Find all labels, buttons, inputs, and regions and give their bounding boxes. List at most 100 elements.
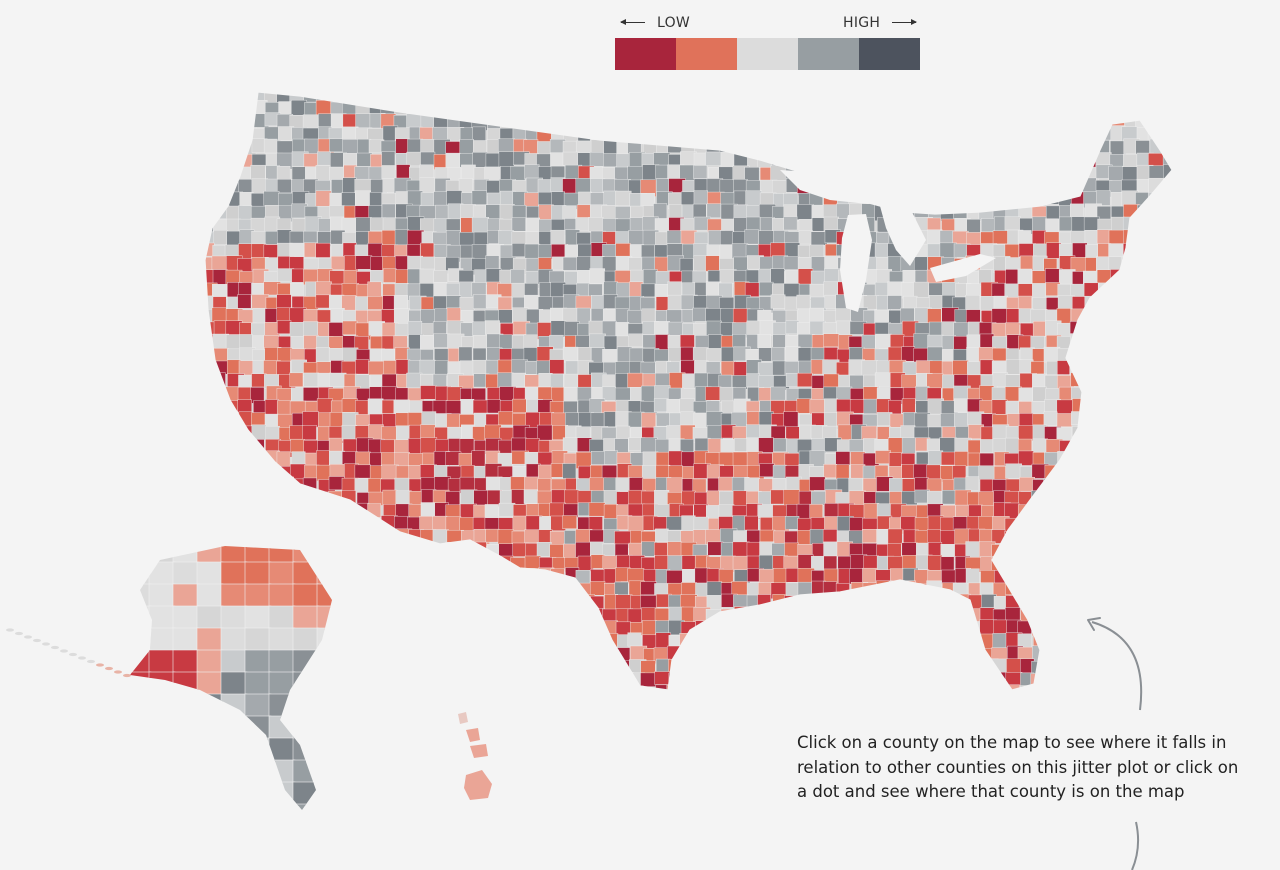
county-cell[interactable] xyxy=(978,180,995,195)
county-cell[interactable] xyxy=(382,541,400,558)
county-cell[interactable] xyxy=(393,569,409,586)
county-cell[interactable] xyxy=(499,582,517,599)
county-cell[interactable] xyxy=(720,647,737,665)
county-cell[interactable] xyxy=(238,439,254,457)
county-cell[interactable] xyxy=(770,294,786,309)
county-cell[interactable] xyxy=(1083,412,1100,429)
county-cell[interactable] xyxy=(277,476,294,491)
county-cell[interactable] xyxy=(1176,101,1190,118)
county-cell[interactable] xyxy=(537,620,555,636)
county-cell[interactable] xyxy=(1109,569,1126,586)
county-cell[interactable] xyxy=(901,672,919,687)
county-cell[interactable] xyxy=(563,596,577,613)
county-cell[interactable] xyxy=(1123,464,1137,483)
county-cell[interactable] xyxy=(824,138,840,156)
county-cell[interactable] xyxy=(1176,556,1191,570)
county-cell[interactable] xyxy=(939,165,957,180)
county-cell[interactable] xyxy=(367,632,385,648)
county-cell[interactable] xyxy=(1135,685,1152,702)
county-cell[interactable] xyxy=(783,216,798,231)
county-cell[interactable] xyxy=(640,672,657,688)
county-cell[interactable] xyxy=(1136,450,1153,467)
county-cell[interactable] xyxy=(394,283,409,298)
county-cell[interactable] xyxy=(409,671,424,687)
county-cell[interactable] xyxy=(1176,256,1193,270)
county-cell[interactable] xyxy=(525,322,540,337)
county-cell[interactable] xyxy=(941,101,957,117)
county-cell[interactable] xyxy=(460,399,475,415)
county-cell[interactable] xyxy=(1147,503,1165,520)
county-cell[interactable] xyxy=(434,671,452,690)
county-cell[interactable] xyxy=(304,502,321,517)
county-cell[interactable] xyxy=(406,645,423,663)
county-cell[interactable] xyxy=(835,153,852,168)
county-cell[interactable] xyxy=(616,282,631,300)
county-cell[interactable] xyxy=(200,164,216,179)
county-cell[interactable] xyxy=(1135,283,1150,301)
county-cell[interactable] xyxy=(1176,518,1191,535)
county-cell[interactable] xyxy=(939,87,956,102)
county-cell[interactable] xyxy=(771,347,785,362)
county-cell[interactable] xyxy=(706,112,723,127)
county-cell[interactable] xyxy=(1018,153,1034,168)
county-cell[interactable] xyxy=(799,139,816,154)
county-cell[interactable] xyxy=(303,699,316,716)
county-cell[interactable] xyxy=(589,268,606,284)
county-cell[interactable] xyxy=(395,269,409,285)
county-cell[interactable] xyxy=(524,686,541,700)
county-cell[interactable] xyxy=(1083,282,1099,298)
county-cell[interactable] xyxy=(707,541,724,556)
county-cell[interactable] xyxy=(445,400,462,415)
county-cell[interactable] xyxy=(1134,232,1150,248)
county-cell[interactable] xyxy=(1135,295,1152,312)
county-cell[interactable] xyxy=(1110,387,1128,402)
county-cell[interactable] xyxy=(1071,518,1086,534)
county-cell[interactable] xyxy=(1160,426,1175,441)
county-cell[interactable] xyxy=(172,803,200,828)
county-cell[interactable] xyxy=(744,282,760,297)
county-cell[interactable] xyxy=(1030,179,1046,194)
county-cell[interactable] xyxy=(1030,673,1047,689)
county-cell[interactable] xyxy=(458,672,476,687)
county-cell[interactable] xyxy=(408,569,425,586)
county-cell[interactable] xyxy=(1135,374,1151,389)
county-cell[interactable] xyxy=(980,295,996,311)
county-cell[interactable] xyxy=(926,165,943,181)
county-cell[interactable] xyxy=(472,294,488,309)
county-cell[interactable] xyxy=(1059,216,1073,232)
county-cell[interactable] xyxy=(915,166,933,184)
county-cell[interactable] xyxy=(382,89,400,104)
county-cell[interactable] xyxy=(1136,477,1152,495)
county-cell[interactable] xyxy=(731,412,748,427)
county-cell[interactable] xyxy=(420,256,436,271)
county-cell[interactable] xyxy=(1175,375,1189,390)
county-cell[interactable] xyxy=(953,620,971,638)
county-cell[interactable] xyxy=(1095,685,1113,701)
county-cell[interactable] xyxy=(1096,190,1111,206)
county-cell[interactable] xyxy=(744,229,759,245)
county-cell[interactable] xyxy=(471,282,487,297)
county-cell[interactable] xyxy=(863,87,881,101)
county-cell[interactable] xyxy=(630,99,648,116)
county-cell[interactable] xyxy=(875,333,892,349)
county-cell[interactable] xyxy=(590,114,607,132)
county-cell[interactable] xyxy=(1175,659,1190,674)
county-cell[interactable] xyxy=(244,671,272,697)
county-cell[interactable] xyxy=(511,359,528,374)
county-cell[interactable] xyxy=(848,594,865,610)
county-cell[interactable] xyxy=(1108,360,1124,375)
county-cell[interactable] xyxy=(783,128,798,143)
county-cell[interactable] xyxy=(263,190,280,206)
county-cell[interactable] xyxy=(824,645,841,663)
county-cell[interactable] xyxy=(419,89,436,107)
county-cell[interactable] xyxy=(706,581,723,596)
county-cell[interactable] xyxy=(292,649,320,675)
county-cell[interactable] xyxy=(291,700,304,713)
county-cell[interactable] xyxy=(201,700,217,714)
county-cell[interactable] xyxy=(1069,620,1087,638)
county-cell[interactable] xyxy=(653,398,669,413)
county-cell[interactable] xyxy=(1123,322,1141,337)
county-cell[interactable] xyxy=(718,476,734,492)
county-cell[interactable] xyxy=(1136,516,1153,533)
county-cell[interactable] xyxy=(967,191,985,207)
